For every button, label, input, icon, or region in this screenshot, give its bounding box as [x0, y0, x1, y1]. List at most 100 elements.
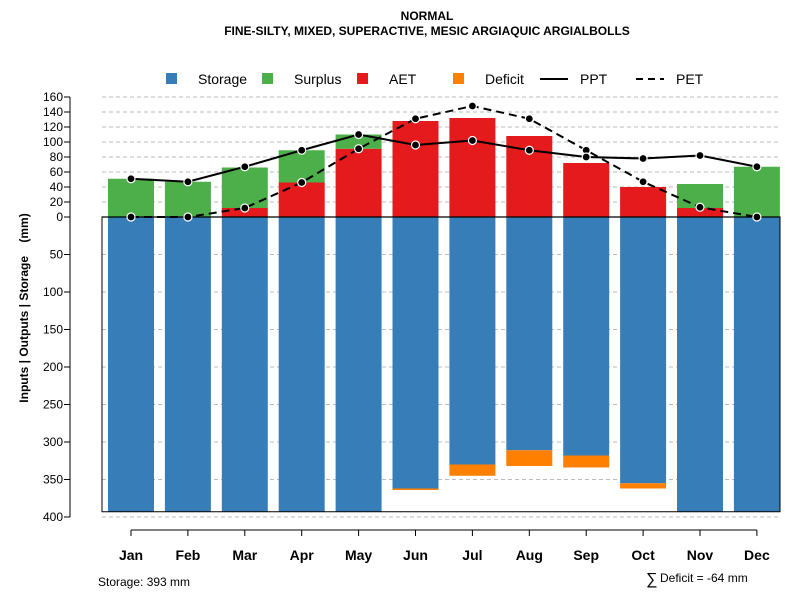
- y-tick-lower-150-label: 150: [43, 323, 63, 337]
- sum-symbol: ∑: [646, 571, 657, 588]
- y-tick-upper-100-label: 100: [43, 135, 63, 149]
- bar-aet-sep: [563, 163, 610, 217]
- y-tick-upper-120-label: 120: [43, 120, 63, 134]
- point-pet-apr: [297, 177, 307, 188]
- bar-surplus-feb: [164, 181, 211, 217]
- x-tick-label-feb: Feb: [175, 547, 200, 563]
- legend: Storage Surplus AET Deficit PPT PET: [166, 71, 704, 87]
- x-tick-label-apr: Apr: [290, 547, 315, 563]
- legend-swatch-storage: [166, 73, 177, 84]
- point-pet-mar: [240, 203, 250, 213]
- y-axis-label: Inputs | Outputs | Storage (mm): [17, 213, 31, 402]
- bar-aet-nov: [677, 208, 723, 217]
- bar-storage-feb: [164, 217, 211, 512]
- bar-deficit-oct: [620, 483, 667, 489]
- point-ppt-sep: [581, 152, 591, 162]
- y-tick-upper-40-label: 40: [50, 180, 64, 194]
- point-ppt-jun: [410, 140, 421, 150]
- legend-swatch-deficit: [453, 73, 464, 84]
- y-tick-lower-50-label: 50: [50, 248, 64, 262]
- point-ppt-mar: [240, 162, 250, 172]
- x-tick-label-mar: Mar: [232, 547, 257, 563]
- bar-storage-oct: [620, 217, 667, 484]
- y-tick-upper-20-label: 20: [50, 195, 64, 209]
- bar-storage-jun: [392, 217, 439, 489]
- legend-label-pet: PET: [676, 71, 704, 87]
- x-axis: Jan Feb Mar Apr May Jun Jul Aug Sep Oct Nov Dec: [119, 529, 770, 563]
- storage-footnote: Storage: 393 mm: [98, 575, 190, 589]
- point-ppt-feb: [183, 177, 193, 187]
- bar-aet-jun: [392, 121, 439, 217]
- legend-label-deficit: Deficit: [485, 71, 524, 87]
- chart-title: NORMAL: [401, 9, 454, 23]
- y-tick-upper-140-label: 140: [43, 105, 63, 119]
- bar-aet-may: [335, 148, 382, 217]
- bar-storage-nov: [677, 217, 723, 512]
- x-tick-label-dec: Dec: [744, 547, 770, 563]
- bar-storage-apr: [278, 217, 325, 512]
- point-ppt-nov: [695, 150, 705, 161]
- point-pet-feb: [183, 212, 193, 222]
- bar-storage-jul: [449, 217, 496, 465]
- point-ppt-oct: [638, 153, 648, 164]
- line-pet: [131, 104, 758, 218]
- bar-deficit-jul: [449, 464, 496, 476]
- x-tick-label-jul: Jul: [462, 547, 482, 563]
- bar-deficit-aug: [506, 450, 553, 466]
- y-tick-lower-100-label: 100: [43, 285, 63, 299]
- y-tick-upper-0-label: 0: [56, 210, 63, 224]
- point-ppt-apr: [297, 145, 307, 155]
- bar-aet-oct: [620, 187, 667, 217]
- bar-storage-jan: [108, 217, 154, 512]
- y-tick-upper-60-label: 60: [50, 165, 64, 179]
- x-tick-label-jan: Jan: [119, 547, 143, 563]
- bar-surplus-mar: [221, 167, 268, 208]
- x-tick-label-aug: Aug: [516, 547, 543, 563]
- x-tick-label-jun: Jun: [403, 547, 428, 563]
- y-tick-lower-250-label: 250: [43, 398, 63, 412]
- y-tick-lower-350-label: 350: [43, 473, 63, 487]
- y-tick-lower-400-label: 400: [43, 510, 63, 524]
- point-pet-may: [354, 144, 364, 154]
- bar-storage-aug: [506, 217, 553, 451]
- bar-storage-dec: [733, 217, 780, 512]
- x-tick-label-nov: Nov: [687, 547, 714, 563]
- bar-storage-may: [335, 217, 382, 512]
- legend-label-surplus: Surplus: [294, 71, 341, 87]
- legend-label-storage: Storage: [198, 71, 247, 87]
- legend-label-ppt: PPT: [580, 71, 608, 87]
- bars: [101, 118, 781, 513]
- x-tick-label-oct: Oct: [631, 547, 655, 563]
- point-pet-jan: [126, 212, 136, 222]
- bar-aet-jul: [449, 118, 496, 217]
- point-pet-jun: [410, 114, 421, 124]
- gridlines: [102, 96, 780, 518]
- point-ppt-may: [354, 129, 364, 140]
- series-points: [126, 101, 762, 222]
- bar-aet-apr: [278, 182, 325, 217]
- point-ppt-aug: [524, 145, 534, 155]
- chart-subtitle: FINE-SILTY, MIXED, SUPERACTIVE, MESIC AR…: [224, 24, 630, 38]
- bar-surplus-dec: [733, 166, 780, 217]
- point-pet-oct: [638, 177, 648, 187]
- y-tick-upper-80-label: 80: [50, 150, 64, 164]
- series-lines: [130, 104, 758, 218]
- bar-deficit-sep: [563, 455, 610, 468]
- y-axis: 0204060801001201401605010015020025030035…: [43, 90, 71, 524]
- bar-storage-sep: [563, 217, 610, 456]
- x-tick-label-may: May: [345, 547, 372, 563]
- y-tick-upper-160-label: 160: [43, 90, 63, 104]
- point-pet-aug: [524, 114, 534, 124]
- bar-deficit-jun: [392, 488, 439, 490]
- point-ppt-jan: [126, 174, 136, 184]
- point-ppt-dec: [752, 162, 762, 172]
- point-ppt-jul: [467, 135, 477, 146]
- y-tick-lower-300-label: 300: [43, 435, 63, 449]
- legend-swatch-aet: [357, 73, 368, 84]
- point-pet-jul: [467, 101, 477, 111]
- y-tick-lower-200-label: 200: [43, 360, 63, 374]
- x-tick-label-sep: Sep: [573, 547, 599, 563]
- point-pet-nov: [695, 202, 705, 212]
- deficit-footnote: Deficit = -64 mm: [660, 571, 748, 585]
